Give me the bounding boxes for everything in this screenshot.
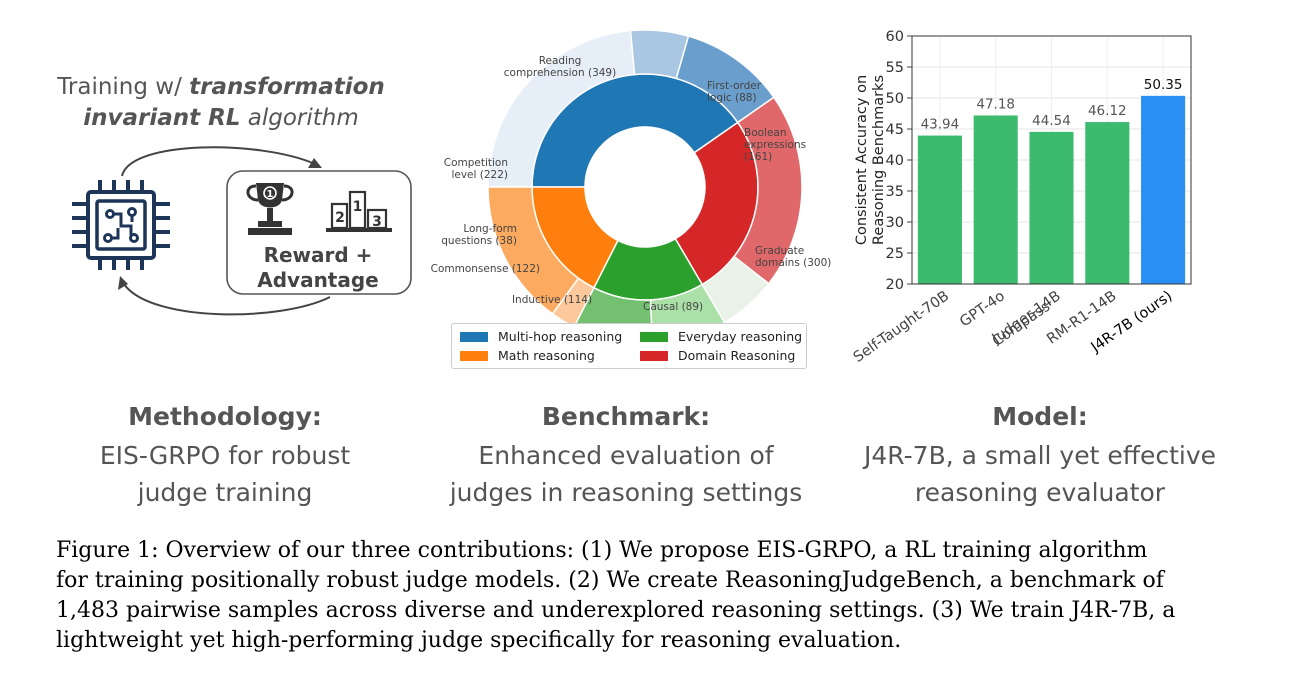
legend-swatch — [460, 331, 488, 342]
caption-line-1: Figure 1: Overview of our three contribu… — [56, 538, 1148, 563]
x-tick-label: Self-Taught-70B — [851, 288, 952, 366]
trophy-icon — [246, 183, 294, 235]
y-tick-label: 30 — [886, 215, 904, 231]
training-title: Training w/ transformation invariant RL … — [56, 72, 386, 134]
sunburst-label: First-order — [707, 80, 762, 92]
training-title-pre: Training w/ — [57, 74, 190, 100]
training-title-bold2: invariant RL — [83, 105, 241, 131]
sunburst-label: Reading — [539, 55, 582, 67]
legend-label: Domain Reasoning — [678, 348, 796, 363]
model-desc: J4R-7B, a small yet effective reasoning … — [832, 437, 1248, 511]
sunburst-label: Long-form — [463, 223, 517, 235]
legend-item-math: Math reasoning — [460, 348, 595, 363]
sunburst-label: logic (88) — [707, 92, 757, 104]
legend-item-multihop: Multi-hop reasoning — [460, 329, 622, 344]
benchmark-desc-line2: judges in reasoning settings — [449, 478, 803, 507]
model-title: Model: — [992, 402, 1088, 431]
sunburst-label: Commonsense (122) — [431, 263, 540, 275]
bar — [973, 115, 1018, 284]
model-desc-line1: J4R-7B, a small yet effective — [864, 441, 1216, 470]
caption-line-2: for training positionally robust judge m… — [56, 568, 1164, 593]
sunburst-label: questions (38) — [441, 235, 517, 247]
podium-number-2: 2 — [335, 210, 345, 226]
bar-value-label: 46.12 — [1088, 103, 1127, 119]
bar — [917, 135, 962, 284]
bar-value-label: 50.35 — [1144, 77, 1183, 93]
y-tick-label: 20 — [886, 277, 904, 293]
sunburst-label: Graduate — [755, 245, 804, 257]
methodology-desc: EIS-GRPO for robust judge training — [56, 437, 394, 511]
bar-chart: 20 25 30 35 40 45 50 55 60 43.94 Self-Taught-70B 47… — [851, 29, 1192, 366]
chip-icon — [72, 180, 170, 270]
methodology-title: Methodology: — [128, 402, 322, 431]
sunburst-label: comprehension (349) — [504, 67, 616, 79]
bar-value-label: 44.54 — [1032, 113, 1071, 129]
sunburst-legend: Multi-hop reasoning Everyday reasoning M… — [451, 323, 807, 369]
plot-frame — [911, 35, 1192, 285]
podium-number-3: 3 — [372, 214, 382, 230]
legend-label: Math reasoning — [498, 348, 595, 363]
benchmark-title: Benchmark: — [541, 402, 711, 431]
y-tick-label: 50 — [886, 91, 904, 107]
bar — [1029, 131, 1074, 284]
sunburst-label: Inductive (114) — [512, 294, 592, 306]
legend-label: Multi-hop reasoning — [498, 329, 623, 344]
sunburst-label: (161) — [744, 151, 772, 163]
trophy-number: 1 — [267, 189, 274, 200]
bar-value-label: 43.94 — [921, 117, 960, 133]
caption-line-3: 1,483 pairwise samples across diverse an… — [56, 598, 1176, 623]
advantage-label: Advantage — [257, 268, 379, 292]
sunburst-label: expressions — [744, 139, 806, 151]
benchmark-desc: Enhanced evaluation of judges in reasoni… — [420, 437, 832, 511]
caption-line-4: lightweight yet high-performing judge sp… — [56, 628, 902, 653]
legend-item-domain: Domain Reasoning — [640, 348, 795, 363]
legend-label: Everyday reasoning — [678, 329, 803, 344]
reward-label: Reward + — [264, 243, 373, 267]
training-diagram: 1 2 1 3 Reward + Advantage — [72, 146, 412, 316]
bar — [1141, 95, 1186, 284]
y-tick-label: 60 — [886, 29, 904, 45]
sunburst-label: domains (300) — [755, 257, 831, 269]
sunburst-outer-slice — [487, 186, 580, 315]
y-tick-label: 40 — [886, 153, 904, 169]
podium-icon — [326, 190, 392, 232]
model-desc-line2: reasoning evaluator — [914, 478, 1166, 507]
methodology-desc-line1: EIS-GRPO for robust — [99, 441, 351, 470]
sunburst-label: level (222) — [451, 169, 508, 181]
y-tick-label: 55 — [886, 60, 904, 76]
bar-value-label: 47.18 — [976, 96, 1015, 112]
methodology-desc-line2: judge training — [137, 478, 313, 507]
sunburst-label: Causal (89) — [643, 301, 703, 313]
bar — [1085, 122, 1130, 284]
y-tick-label: 35 — [886, 184, 904, 200]
y-axis-label: Consistent Accuracy on — [854, 75, 870, 245]
benchmark-desc-line1: Enhanced evaluation of — [478, 441, 774, 470]
y-tick-label: 45 — [886, 122, 904, 138]
legend-swatch — [640, 331, 668, 342]
cycle-arrow-icon — [118, 146, 331, 316]
sunburst-label: Competition — [444, 157, 508, 169]
figure-caption: Figure 1: Overview of our three contribu… — [56, 536, 1246, 656]
sunburst-label: Boolean — [744, 127, 787, 139]
y-tick-label: 25 — [886, 246, 904, 262]
legend-swatch — [640, 350, 668, 361]
podium-number-1: 1 — [353, 199, 363, 215]
legend-item-everyday: Everyday reasoning — [640, 329, 802, 344]
training-title-bold: transformation — [189, 74, 385, 100]
x-tick-label: GPT-4o — [957, 288, 1008, 330]
legend-swatch — [460, 350, 488, 361]
training-title-post: algorithm — [240, 105, 359, 131]
y-axis-label: Reasoning Benchmarks — [871, 75, 887, 245]
